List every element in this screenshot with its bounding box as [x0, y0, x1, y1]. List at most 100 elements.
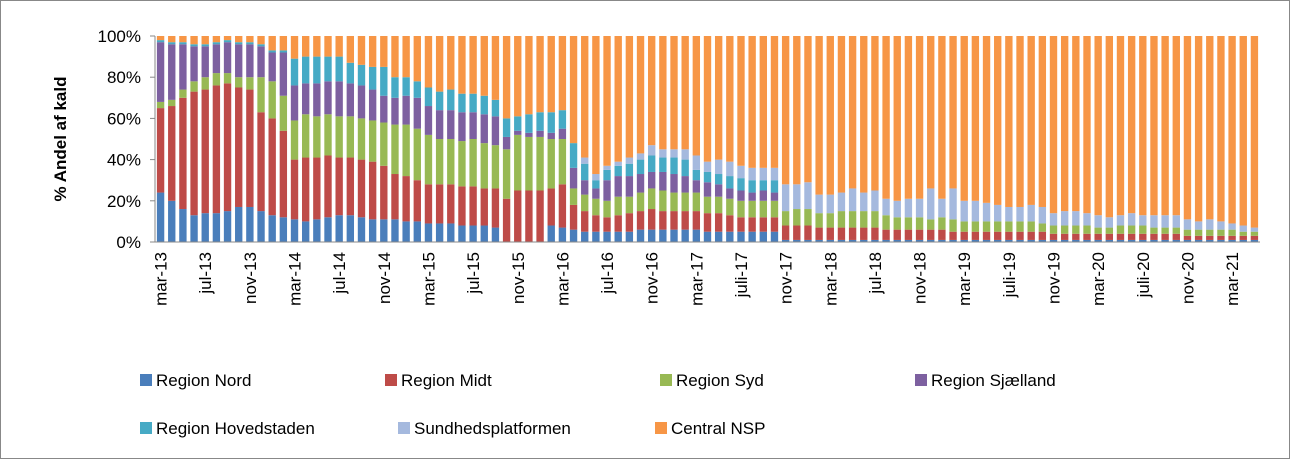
bar-segment [1172, 233, 1180, 240]
bar-segment [212, 85, 221, 214]
bar-segment [625, 163, 634, 177]
bar-segment [915, 229, 924, 240]
bar-segment [893, 229, 901, 240]
bar-segment [726, 36, 734, 162]
bar-segment [1072, 211, 1080, 226]
bar-segment [402, 124, 410, 177]
bar-segment [324, 217, 332, 242]
bar-segment [536, 112, 544, 131]
bar-segment [190, 215, 198, 242]
legend-swatch [398, 422, 410, 434]
bar-segment [335, 157, 343, 216]
bar-segment [435, 184, 444, 224]
bar-segment [223, 211, 232, 242]
bar-segment [156, 42, 165, 102]
bar-segment [714, 36, 723, 160]
bar-segment [625, 231, 634, 242]
bar-segment [971, 221, 980, 232]
bar-segment [491, 99, 500, 117]
bar-segment [603, 217, 611, 232]
bar-segment [257, 46, 265, 78]
bar-segment [703, 196, 712, 214]
legend-label: Region Midt [401, 371, 492, 390]
x-tick-label: jul-16 [598, 252, 617, 295]
bar-segment [1049, 239, 1058, 242]
bar-segment [246, 44, 254, 78]
bar-segment [960, 231, 968, 240]
bar-segment [313, 219, 321, 242]
bar-segment [235, 36, 243, 43]
bar-segment [279, 52, 288, 96]
bar-segment [569, 229, 578, 242]
bar-segment [748, 217, 756, 232]
bar-segment [368, 219, 377, 242]
bar-segment [915, 36, 924, 199]
bar-segment [1250, 239, 1259, 242]
bar-segment [670, 229, 678, 242]
bar-segment [748, 231, 756, 242]
bar-segment [447, 89, 455, 111]
bar-segment [313, 56, 321, 84]
bar-segment [1183, 239, 1192, 242]
bar-segment [860, 36, 868, 193]
bar-segment [391, 219, 399, 242]
bar-segment [648, 209, 656, 230]
x-tick-label: mar-17 [687, 252, 706, 306]
bar-segment [268, 50, 276, 53]
bar-segment [681, 192, 689, 212]
bar-segment [625, 157, 634, 164]
bar-segment [581, 231, 589, 242]
bar-segment [648, 171, 656, 189]
bar-segment [1038, 206, 1047, 224]
bar-segment [368, 89, 377, 121]
bar-segment [368, 120, 377, 162]
bar-segment [592, 198, 600, 216]
bar-segment [614, 165, 622, 177]
x-tick-label: mar-15 [419, 252, 438, 306]
bar-segment [1083, 36, 1091, 214]
bar-segment [424, 106, 433, 135]
bar-segment [190, 44, 198, 47]
bar-segment [335, 56, 343, 82]
bar-segment [860, 211, 868, 228]
bar-segment [826, 227, 834, 240]
bar-segment [581, 163, 589, 181]
bar-segment [882, 215, 890, 230]
bar-segment [759, 231, 767, 242]
bar-segment [1016, 221, 1024, 232]
bar-segment [938, 217, 946, 230]
bar-segment [201, 46, 209, 78]
bar-segment [614, 176, 622, 197]
x-tick-label: mar-20 [1089, 252, 1108, 306]
bar-segment [793, 184, 801, 210]
bar-segment [1239, 225, 1247, 232]
bar-segment [435, 91, 444, 111]
bar-segment [1150, 215, 1158, 228]
bar-segment [659, 157, 667, 172]
bar-segment [1139, 239, 1147, 242]
bar-segment [1139, 36, 1147, 216]
bar-segment [156, 101, 165, 109]
bar-segment [804, 225, 812, 240]
bar-segment [313, 116, 321, 158]
bar-segment [1161, 227, 1169, 234]
bar-segment [603, 180, 611, 201]
bar-segment [893, 239, 901, 242]
bar-segment [235, 87, 243, 207]
bar-segment [994, 204, 1002, 222]
bar-segment [837, 227, 846, 240]
bar-segment [536, 190, 544, 242]
bar-segment [681, 36, 689, 150]
bar-segment [201, 36, 209, 45]
x-tick-label: nov-18 [911, 252, 930, 304]
bar-segment [1250, 36, 1259, 228]
bar-segment [648, 229, 656, 242]
bar-segment [681, 149, 689, 160]
bar-segment [246, 206, 254, 242]
bar-segment [904, 36, 913, 199]
bar-segment [391, 97, 399, 125]
bar-segment [592, 215, 600, 232]
bar-segment [893, 217, 901, 230]
bar-segment [491, 145, 500, 189]
bar-segment [290, 159, 299, 220]
